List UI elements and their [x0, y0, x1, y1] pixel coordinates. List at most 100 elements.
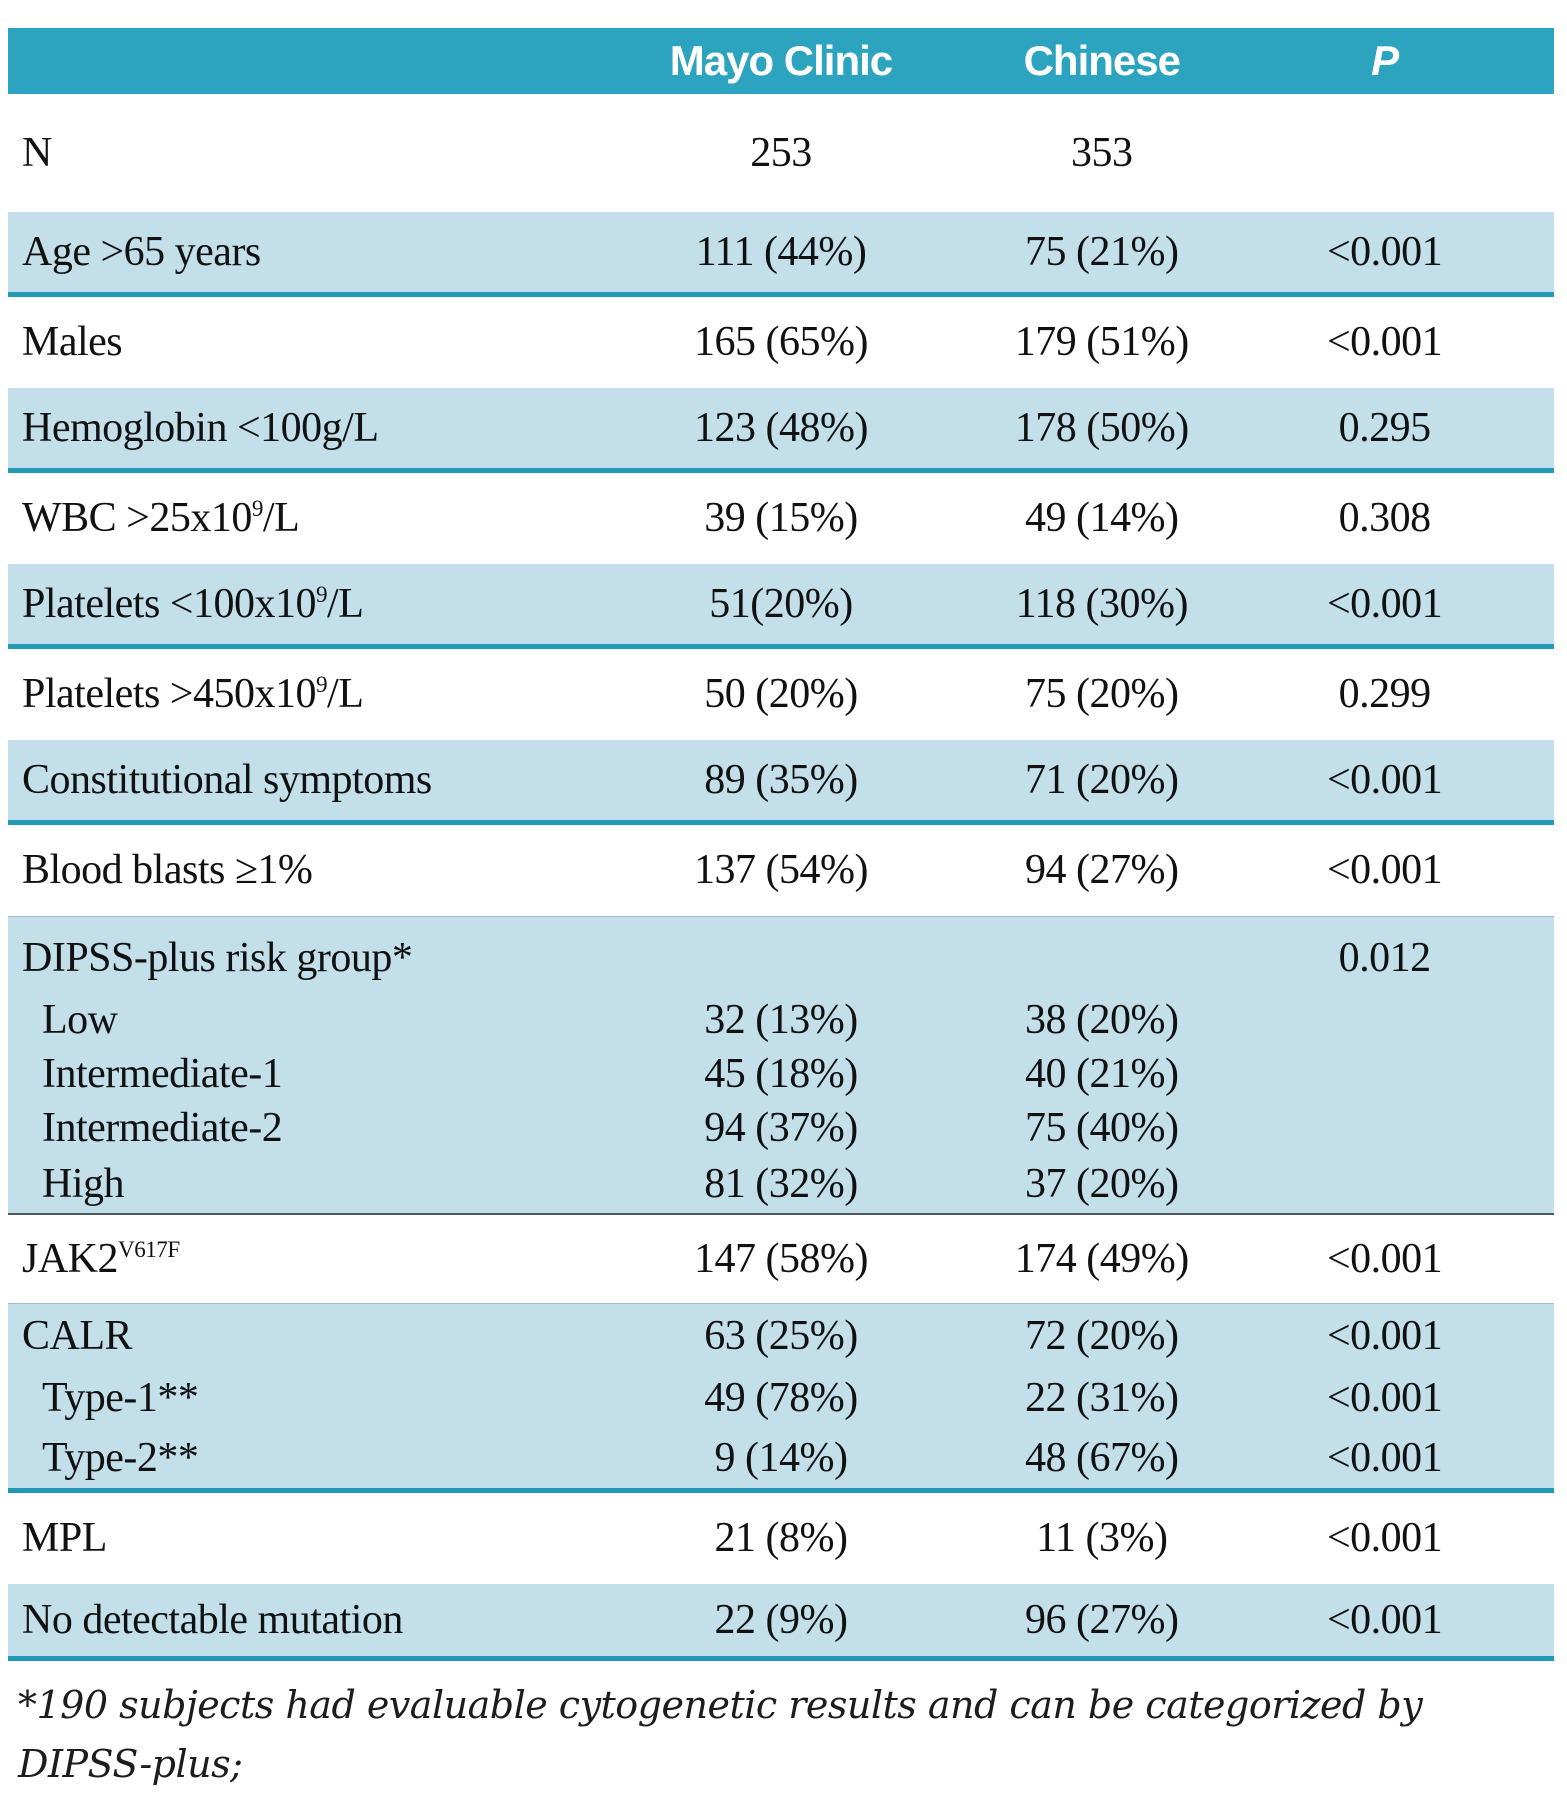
- row-label: Hemoglobin <100g/L: [8, 406, 619, 450]
- chinese-value: 96 (27%): [1025, 1596, 1179, 1643]
- chinese-value: 94 (27%): [1025, 847, 1179, 894]
- row-label-text: WBC >25x10: [22, 495, 252, 542]
- row-label-text: Type-1**: [42, 1374, 199, 1421]
- row-label-tail: /L: [262, 495, 300, 542]
- p-value: 0.295: [1338, 404, 1431, 451]
- mayo-value: 165 (65%): [694, 319, 868, 366]
- chinese-value: 72 (20%): [1025, 1312, 1179, 1359]
- row-label: CALR: [8, 1314, 619, 1358]
- header-chinese: Chinese: [1023, 36, 1181, 84]
- p-value: 0.299: [1338, 671, 1431, 718]
- row-label-text: CALR: [22, 1312, 133, 1359]
- p-value: <0.001: [1327, 1312, 1443, 1359]
- comparison-table: Mayo Clinic Chinese P N 253 353 Age >65 …: [8, 28, 1554, 1661]
- row-label-superscript: 9: [316, 580, 328, 607]
- row-label-tail: /L: [327, 580, 364, 627]
- chinese-value: 11 (3%): [1036, 1515, 1168, 1562]
- table-row-calr-type-1: Type-1** 49 (78%) 22 (31%) <0.001: [8, 1368, 1554, 1428]
- chinese-value: 49 (14%): [1025, 495, 1179, 542]
- footnote-line-1: *190 subjects had evaluable cytogenetic …: [18, 1683, 1423, 1786]
- p-value: <0.001: [1327, 1434, 1443, 1481]
- row-label: Platelets <100x109/L: [8, 582, 619, 626]
- row-label: Males: [8, 320, 619, 364]
- row-label-text: JAK2: [22, 1235, 119, 1282]
- table-row-dipss-intermediate-1: Intermediate-1 45 (18%) 40 (21%): [8, 1047, 1554, 1101]
- row-label-text: Intermediate-1: [42, 1050, 283, 1097]
- mayo-value: 50 (20%): [704, 671, 858, 718]
- mayo-value: 94 (37%): [704, 1104, 858, 1151]
- row-label-text: Low: [42, 996, 118, 1043]
- row-label: Low: [8, 998, 619, 1042]
- chinese-value: 38 (20%): [1025, 996, 1179, 1043]
- p-value: <0.001: [1327, 1596, 1443, 1643]
- mayo-value: 32 (13%): [704, 996, 858, 1043]
- table-row-n: N 253 353: [8, 94, 1554, 212]
- p-value: <0.001: [1327, 580, 1443, 627]
- row-label: JAK2V617F: [8, 1237, 619, 1281]
- chinese-value: 71 (20%): [1025, 756, 1179, 803]
- row-label: Blood blasts ≥1%: [8, 848, 619, 892]
- chinese-value: 353: [1071, 129, 1133, 176]
- table-row-age: Age >65 years 111 (44%) 75 (21%) <0.001: [8, 212, 1554, 297]
- table-footnotes: *190 subjects had evaluable cytogenetic …: [18, 1676, 1548, 1800]
- chinese-value: 178 (50%): [1014, 404, 1189, 451]
- mayo-value: 137 (54%): [694, 847, 868, 894]
- chinese-value: 75 (21%): [1025, 228, 1179, 275]
- table-row-wbc: WBC >25x109/L 39 (15%) 49 (14%) 0.308: [8, 473, 1554, 564]
- chinese-value: 75 (20%): [1025, 671, 1179, 718]
- row-label-superscript: V617F: [118, 1235, 180, 1262]
- chinese-value: 75 (40%): [1025, 1104, 1179, 1151]
- mayo-value: 9 (14%): [714, 1434, 848, 1481]
- row-label-text: MPL: [22, 1515, 107, 1562]
- p-value: <0.001: [1327, 1374, 1443, 1421]
- row-label-text: Platelets <100x10: [22, 580, 317, 627]
- row-label: Intermediate-1: [8, 1052, 619, 1096]
- mayo-value: 49 (78%): [704, 1374, 858, 1421]
- row-label-text: Platelets >450x10: [22, 671, 317, 718]
- row-label-text: Blood blasts ≥1%: [22, 847, 313, 894]
- p-value: <0.001: [1327, 228, 1443, 275]
- chinese-value: 40 (21%): [1025, 1050, 1179, 1097]
- table-row-dipss-low: Low 32 (13%) 38 (20%): [8, 993, 1554, 1047]
- table-row-mpl: MPL 21 (8%) 11 (3%) <0.001: [8, 1493, 1554, 1584]
- row-label: Intermediate-2: [8, 1106, 619, 1150]
- chinese-value: 179 (51%): [1014, 319, 1189, 366]
- p-value: <0.001: [1327, 1235, 1443, 1282]
- chinese-value: 48 (67%): [1025, 1434, 1179, 1481]
- chinese-value: 118 (30%): [1015, 580, 1189, 627]
- row-label-text: Type-2**: [42, 1434, 199, 1481]
- row-label: WBC >25x109/L: [8, 496, 619, 540]
- mayo-value: 45 (18%): [704, 1050, 858, 1097]
- row-label: Platelets >450x109/L: [8, 672, 619, 716]
- table-row-blood-blasts: Blood blasts ≥1% 137 (54%) 94 (27%) <0.0…: [8, 825, 1554, 916]
- row-label: Constitutional symptoms: [8, 758, 619, 802]
- chinese-value: 37 (20%): [1025, 1160, 1179, 1207]
- row-label-text: Hemoglobin <100g/L: [22, 404, 379, 451]
- table-row-constitutional-symptoms: Constitutional symptoms 89 (35%) 71 (20%…: [8, 740, 1554, 825]
- row-label-text: Males: [22, 319, 123, 366]
- mayo-value: 51(20%): [709, 580, 853, 627]
- row-label-tail: /L: [327, 671, 364, 718]
- row-label: No detectable mutation: [8, 1598, 619, 1642]
- p-value: <0.001: [1327, 756, 1443, 803]
- table-row-hemoglobin: Hemoglobin <100g/L 123 (48%) 178 (50%) 0…: [8, 388, 1554, 473]
- row-label-superscript: 9: [251, 495, 264, 522]
- p-value: <0.001: [1327, 847, 1443, 894]
- mayo-value: 147 (58%): [694, 1235, 868, 1282]
- row-label-text: No detectable mutation: [22, 1596, 403, 1643]
- row-label-text: N: [22, 129, 52, 176]
- mayo-value: 21 (8%): [714, 1515, 848, 1562]
- p-value: 0.012: [1338, 934, 1431, 981]
- mayo-value: 111 (44%): [695, 228, 867, 275]
- mayo-value: 81 (32%): [704, 1160, 858, 1207]
- mayo-value: 22 (9%): [714, 1596, 848, 1643]
- table-row-calr: CALR 63 (25%) 72 (20%) <0.001: [8, 1303, 1554, 1368]
- p-value: <0.001: [1327, 1515, 1443, 1562]
- chinese-value: 22 (31%): [1025, 1374, 1179, 1421]
- row-label: Type-1**: [8, 1376, 619, 1420]
- row-label: Type-2**: [8, 1436, 619, 1480]
- row-label: DIPSS-plus risk group*: [8, 936, 619, 980]
- header-p-value: P: [1371, 36, 1399, 84]
- mayo-value: 89 (35%): [704, 756, 858, 803]
